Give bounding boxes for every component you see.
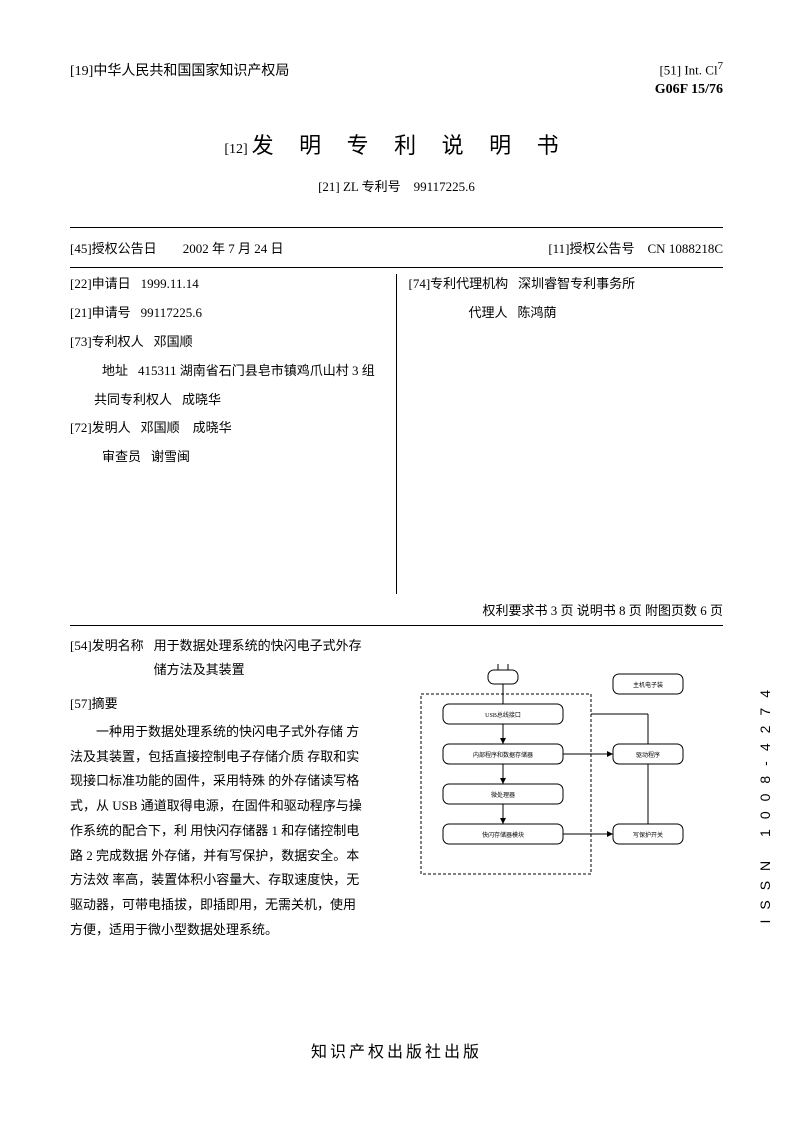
- intcl-block: [51] Int. Cl7 G06F 15/76: [655, 60, 723, 98]
- app-no-label: [21]申请号: [70, 303, 131, 324]
- diagram-box-1: USB总线接口: [485, 711, 521, 719]
- invention-title: 用于数据处理系统的快闪电子式外存储方法及其装置: [154, 634, 368, 681]
- classification: G06F 15/76: [655, 82, 723, 98]
- app-no-value: 99117225.6: [141, 303, 384, 324]
- diagram-box-2: 内部程序和数据存储器: [473, 751, 533, 759]
- agent-label: 代理人: [469, 303, 508, 324]
- address-value: 415311 湖南省石门县皂市镇鸡爪山村 3 组: [138, 361, 383, 382]
- address-label: 地址: [102, 361, 128, 382]
- authority-name: 中华人民共和国国家知识产权局: [93, 64, 289, 79]
- invention-label: [54]发明名称: [70, 634, 144, 681]
- agency-value: 深圳睿智专利事务所: [518, 274, 723, 295]
- authorization-row: [45]授权公告日 2002 年 7 月 24 日 [11]授权公告号 CN 1…: [70, 234, 723, 261]
- pages-note: 权利要求书 3 页 说明书 8 页 附图页数 6 页: [70, 600, 723, 619]
- copatentee-value: 成晓华: [182, 390, 383, 411]
- examiner-value: 谢雪闽: [151, 447, 383, 468]
- publisher: 知识产权出版社出版: [0, 1038, 793, 1062]
- abstract-section: [54]发明名称 用于数据处理系统的快闪电子式外存储方法及其装置 [57]摘要 …: [70, 634, 383, 942]
- diagram-box-4: 快闪存储器模块: [482, 831, 524, 839]
- diagram-box-5: 主机电子装: [633, 681, 663, 689]
- agency-label: [74]专利代理机构: [409, 274, 509, 295]
- auth-date: [45]授权公告日 2002 年 7 月 24 日: [70, 238, 283, 257]
- bottom-section: [54]发明名称 用于数据处理系统的快闪电子式外存储方法及其装置 [57]摘要 …: [70, 634, 723, 942]
- authority-code: [19]: [70, 64, 93, 79]
- agent-value: 陈鸿荫: [518, 303, 723, 324]
- zl-line: [21] ZL 专利号 99117225.6: [70, 176, 723, 195]
- block-diagram: 主机电子装 USB总线接口 内部程序和数据存储器 微处理器 快闪存储器模块: [413, 664, 693, 888]
- document-title: [12] 发 明 专 利 说 明 书: [70, 128, 723, 160]
- patentee-label: [73]专利权人: [70, 332, 144, 353]
- auth-date-value: 2002 年 7 月 24 日: [183, 241, 284, 256]
- examiner-label: 审查员: [102, 447, 141, 468]
- header-row: [19]中华人民共和国国家知识产权局 [51] Int. Cl7 G06F 15…: [70, 60, 723, 98]
- title-main: 发 明 专 利 说 明 书: [252, 133, 569, 158]
- auth-pubno-label: [11]授权公告号: [548, 241, 634, 256]
- abstract-label: [57]摘要: [70, 693, 367, 712]
- authority: [19]中华人民共和国国家知识产权局: [70, 60, 289, 98]
- app-date-label: [22]申请日: [70, 274, 131, 295]
- divider-3: [70, 625, 723, 626]
- zl-label: [21] ZL 专利号: [318, 179, 401, 194]
- patentee-value: 邓国顺: [154, 332, 384, 353]
- inventor-label: [72]发明人: [70, 418, 131, 439]
- divider-1: [70, 227, 723, 228]
- inventor-value: 邓国顺 成晓华: [141, 418, 384, 439]
- divider-2: [70, 267, 723, 268]
- diagram-box-7: 写保护开关: [633, 831, 663, 839]
- diagram-box-6: 驱动程序: [636, 751, 660, 759]
- biblio-left: [22]申请日 1999.11.14 [21]申请号 99117225.6 [7…: [70, 274, 397, 594]
- bibliographic-data: [22]申请日 1999.11.14 [21]申请号 99117225.6 [7…: [70, 274, 723, 594]
- app-date-value: 1999.11.14: [141, 274, 384, 295]
- intcl-label: [51] Int. Cl: [659, 62, 717, 77]
- biblio-right: [74]专利代理机构 深圳睿智专利事务所 代理人 陈鸿荫: [397, 274, 724, 594]
- zl-number: 99117225.6: [414, 179, 475, 194]
- diagram-section: 主机电子装 USB总线接口 内部程序和数据存储器 微处理器 快闪存储器模块: [383, 634, 723, 942]
- title-prefix: [12]: [224, 142, 247, 157]
- auth-date-label: [45]授权公告日: [70, 241, 157, 256]
- abstract-text: 一种用于数据处理系统的快闪电子式外存储 方法及其装置，包括直接控制电子存储介质 …: [70, 720, 367, 942]
- auth-pubno: [11]授权公告号 CN 1088218C: [548, 238, 723, 257]
- auth-pubno-value: CN 1088218C: [648, 241, 723, 256]
- diagram-box-3: 微处理器: [491, 791, 515, 799]
- intcl-sup: 7: [718, 60, 723, 72]
- copatentee-label: 共同专利权人: [94, 390, 172, 411]
- issn: ISSN 1008-4274: [757, 680, 773, 924]
